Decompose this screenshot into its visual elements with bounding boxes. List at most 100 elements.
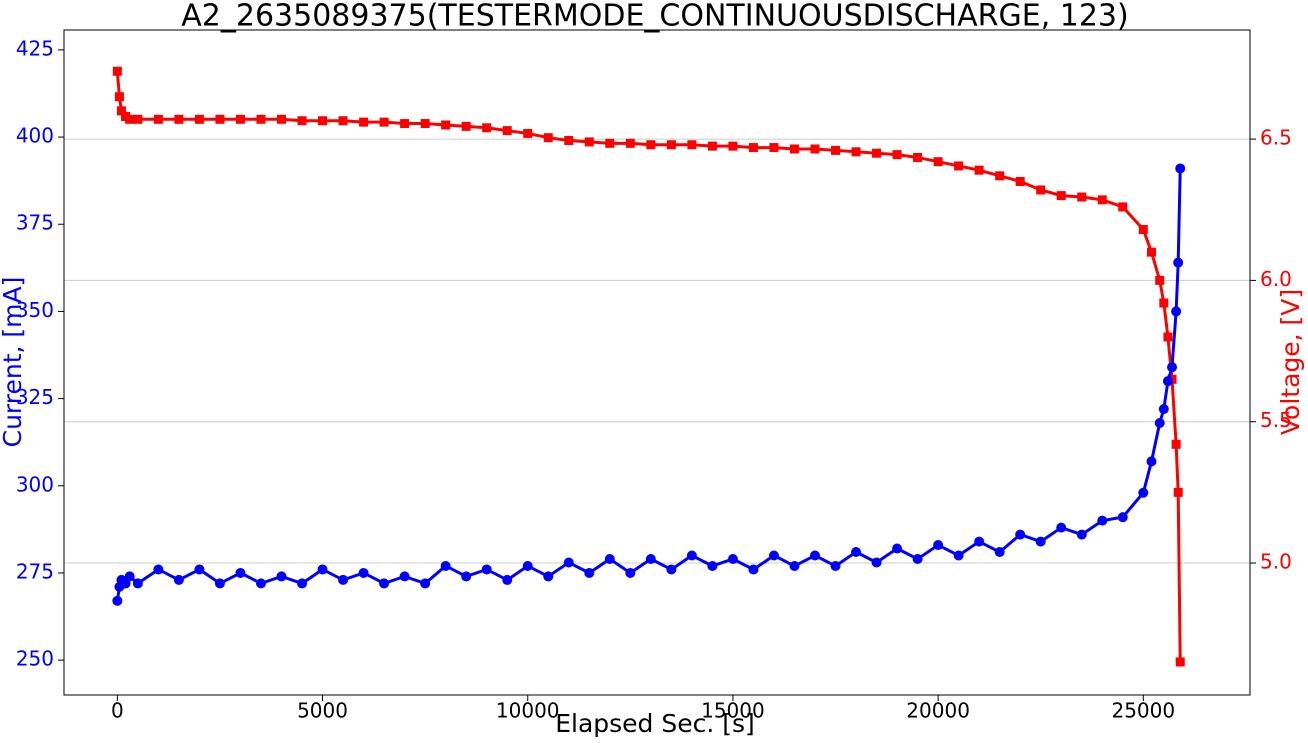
data-point xyxy=(605,138,615,148)
data-point xyxy=(687,140,697,150)
data-point xyxy=(1035,536,1046,547)
data-point xyxy=(379,117,389,127)
data-point xyxy=(1056,522,1067,533)
x-tick-label: 10000 xyxy=(496,699,560,723)
data-point xyxy=(933,157,943,167)
data-point xyxy=(1097,515,1108,526)
data-point xyxy=(768,550,779,561)
data-point xyxy=(1173,487,1183,497)
data-point xyxy=(872,148,882,158)
data-point xyxy=(1167,362,1178,373)
data-point xyxy=(830,560,841,571)
data-point xyxy=(851,147,861,157)
data-point xyxy=(440,560,451,571)
data-point xyxy=(318,116,328,126)
data-point xyxy=(625,567,636,578)
y-tick-label: 425 xyxy=(16,36,54,60)
x-tick-label: 25000 xyxy=(1111,699,1175,723)
data-point xyxy=(1173,257,1184,268)
data-point xyxy=(235,114,245,124)
y2-tick-label: 6.0 xyxy=(1260,267,1292,291)
data-point xyxy=(912,554,923,565)
data-point xyxy=(707,560,718,571)
data-point xyxy=(563,557,574,568)
data-point xyxy=(1138,225,1148,235)
data-point xyxy=(114,92,124,102)
x-tick-label: 15000 xyxy=(701,699,765,723)
data-point xyxy=(1159,298,1169,308)
data-point xyxy=(125,114,135,124)
data-point xyxy=(215,114,225,124)
data-point xyxy=(379,578,390,589)
data-point xyxy=(461,121,471,131)
data-point xyxy=(707,141,717,151)
data-point xyxy=(1146,456,1157,467)
data-point xyxy=(584,137,594,147)
data-point xyxy=(809,550,820,561)
data-point xyxy=(584,567,595,578)
data-point xyxy=(831,145,841,155)
data-point xyxy=(728,141,738,151)
data-point xyxy=(420,578,431,589)
data-point xyxy=(1117,512,1128,523)
data-point xyxy=(543,133,553,143)
data-point xyxy=(604,554,615,565)
data-point xyxy=(461,571,472,582)
data-point xyxy=(338,116,348,126)
data-point xyxy=(256,114,266,124)
data-point xyxy=(994,547,1005,558)
data-point xyxy=(153,564,164,575)
y-tick-label: 250 xyxy=(16,647,54,671)
data-point xyxy=(338,574,349,585)
data-point xyxy=(1171,306,1182,317)
data-point xyxy=(727,554,738,565)
data-point xyxy=(153,114,163,124)
data-point xyxy=(317,564,328,575)
data-point xyxy=(974,536,985,547)
data-point xyxy=(194,564,205,575)
data-point xyxy=(1163,332,1173,342)
data-point xyxy=(974,165,984,175)
data-point xyxy=(1175,163,1186,174)
data-point xyxy=(133,114,143,124)
data-point xyxy=(124,571,135,582)
data-point xyxy=(255,578,266,589)
x-tick-label: 0 xyxy=(111,699,124,723)
data-point xyxy=(1154,418,1165,429)
data-point xyxy=(953,550,964,561)
data-point xyxy=(1036,185,1046,195)
data-point xyxy=(359,117,369,127)
series-line xyxy=(115,71,1182,662)
data-point xyxy=(482,123,492,133)
data-point xyxy=(686,550,697,561)
data-point xyxy=(645,554,656,565)
y2-tick-label: 5.5 xyxy=(1260,408,1292,432)
data-point xyxy=(400,119,410,129)
data-point xyxy=(769,143,779,153)
data-point xyxy=(913,152,923,162)
data-point xyxy=(748,564,759,575)
data-point xyxy=(851,547,862,558)
data-point xyxy=(1155,275,1165,285)
data-point xyxy=(1147,247,1157,257)
data-point xyxy=(1175,657,1185,667)
y-tick-label: 375 xyxy=(16,211,54,235)
data-point xyxy=(1171,439,1181,449)
data-point xyxy=(297,578,308,589)
data-point xyxy=(214,578,225,589)
data-point xyxy=(174,114,184,124)
data-point xyxy=(194,114,204,124)
data-point xyxy=(789,144,799,154)
y-tick-label: 275 xyxy=(16,559,54,583)
data-point xyxy=(666,140,676,150)
data-point xyxy=(132,578,143,589)
data-point xyxy=(1056,191,1066,201)
data-point xyxy=(1077,192,1087,202)
data-point xyxy=(276,571,287,582)
data-point xyxy=(1162,376,1173,387)
data-point xyxy=(892,543,903,554)
data-point xyxy=(1118,202,1128,212)
x-tick-label: 5000 xyxy=(297,699,348,723)
data-point xyxy=(1015,176,1025,186)
data-point xyxy=(399,571,410,582)
